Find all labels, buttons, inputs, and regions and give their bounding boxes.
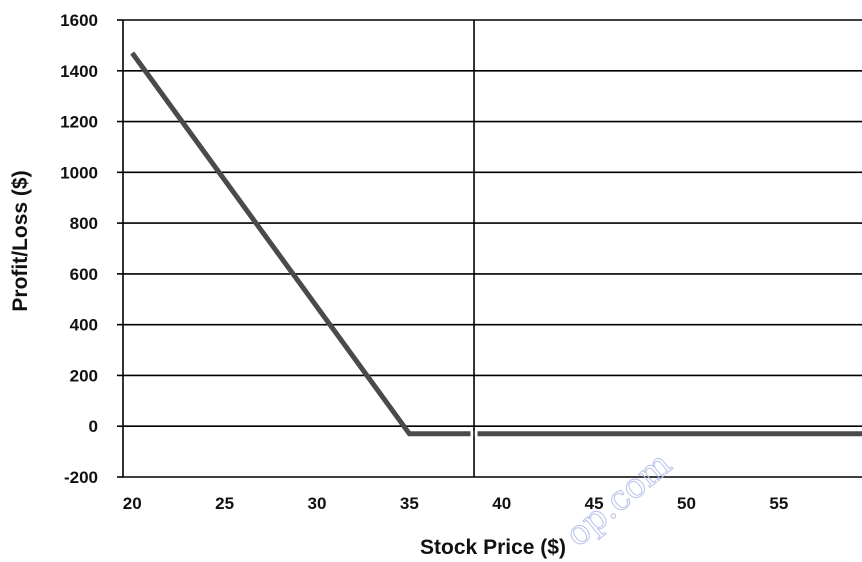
watermark-text: op.com [558,444,679,555]
grid-lines [123,20,862,426]
x-tick-label: 30 [308,494,327,513]
x-tick-label: 40 [492,494,511,513]
y-tick-label: 600 [70,265,98,284]
y-tick-label: 1200 [60,113,98,132]
x-tick-label: 20 [123,494,142,513]
marker-gap-right [475,429,478,439]
x-tick-label: 35 [400,494,419,513]
y-tick-label: 1400 [60,62,98,81]
payoff-line [132,53,862,434]
y-tick-labels: 1600 1400 1200 1000 800 600 400 200 0 -200 [60,11,98,487]
x-tick-label: 55 [769,494,788,513]
x-axis-title: Stock Price ($) [420,536,566,559]
x-tick-label: 50 [677,494,696,513]
y-tick-label: 400 [70,316,98,335]
y-tick-label: 1600 [60,11,98,30]
axes [117,20,862,477]
y-tick-label: 1000 [60,163,98,182]
marker-gap-left [471,429,474,439]
y-tick-label: 800 [70,214,98,233]
x-tick-labels: 20 25 30 35 40 45 50 55 [123,494,789,513]
y-tick-label: 0 [89,417,98,436]
series-group [132,53,862,439]
x-tick-label: 25 [215,494,234,513]
y-tick-label: -200 [64,468,98,487]
y-tick-label: 200 [70,366,98,385]
y-axis-title: Profit/Loss ($) [9,170,32,311]
